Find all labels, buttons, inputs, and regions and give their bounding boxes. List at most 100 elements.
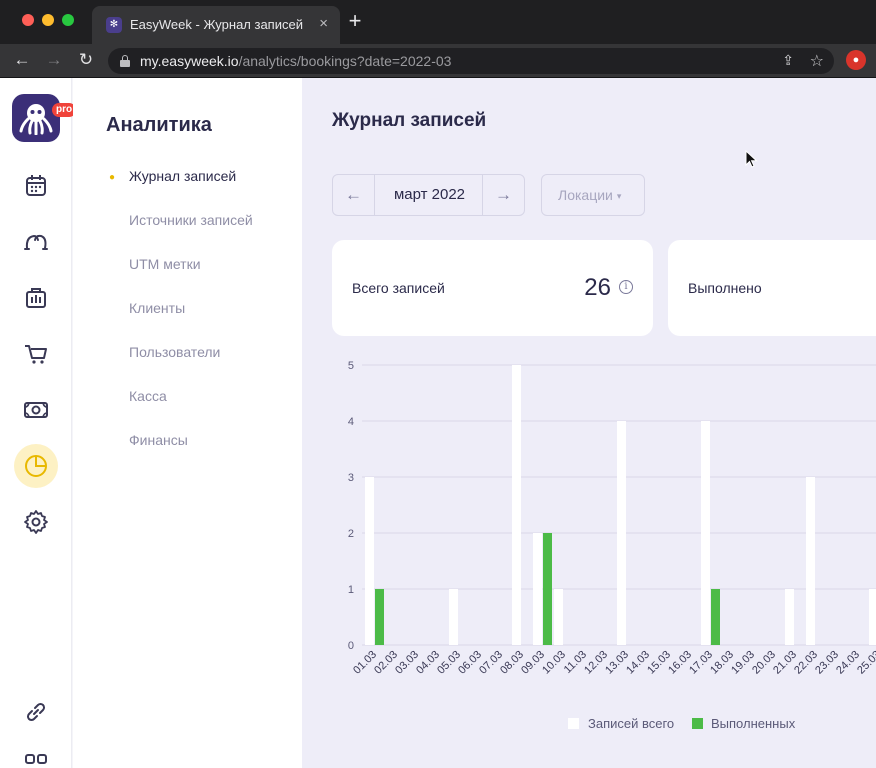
x-tick-label: 04.03 — [414, 649, 442, 677]
x-tick-label: 07.03 — [477, 649, 505, 677]
legend-swatch-completed — [692, 718, 703, 729]
bookings-bar-chart: 0 1 2 3 4 5 01.0302.0303.0304.0305.0306.0307.0… — [348, 360, 876, 677]
extension-icon[interactable]: ● — [846, 50, 866, 70]
app: pro Аналитика ● — [0, 78, 876, 768]
caret-down-icon: ▾ — [616, 191, 622, 201]
money-icon[interactable] — [22, 396, 50, 424]
bar-total — [533, 533, 542, 645]
close-window-button[interactable] — [22, 14, 34, 26]
x-tick-label: 19.03 — [729, 649, 757, 677]
stat-card-value: 26 — [584, 274, 611, 301]
stat-card-label: Выполнено — [688, 280, 762, 296]
calendar-icon[interactable] — [22, 172, 50, 200]
bar-total — [785, 589, 794, 645]
easyweek-favicon-icon: ✻ — [106, 17, 122, 33]
x-tick-label: 16.03 — [666, 649, 694, 677]
stat-card-label: Всего записей — [352, 280, 445, 296]
bar-total — [365, 477, 374, 645]
x-tick-label: 08.03 — [498, 649, 526, 677]
x-tick-label: 25.03 — [855, 649, 876, 677]
cart-icon[interactable] — [22, 340, 50, 368]
y-tick-label: 1 — [348, 584, 354, 596]
url-host: my.easyweek.io — [140, 53, 239, 69]
y-tick-label: 0 — [348, 640, 354, 652]
month-picker: ← март 2022 → — [332, 174, 525, 216]
menu-item-users[interactable]: Пользователи — [129, 344, 221, 360]
settings-gear-icon[interactable] — [22, 508, 50, 536]
y-tick-label: 3 — [348, 472, 354, 484]
y-tick-label: 5 — [348, 360, 354, 372]
x-tick-label: 18.03 — [708, 649, 736, 677]
new-tab-button[interactable]: + — [348, 8, 362, 33]
services-icon[interactable] — [22, 284, 50, 312]
reload-button[interactable]: ↻ — [78, 50, 94, 69]
menu-item-clients[interactable]: Клиенты — [129, 300, 186, 316]
x-tick-label: 13.03 — [603, 649, 631, 677]
bar-total — [869, 589, 876, 645]
submenu-title: Аналитика — [106, 114, 212, 136]
bar-completed — [375, 589, 384, 645]
easyweek-logo[interactable]: pro — [12, 94, 77, 142]
tab-title: EasyWeek - Журнал записей — [130, 17, 303, 32]
pro-badge: pro — [52, 103, 77, 117]
y-tick-label: 4 — [348, 416, 354, 428]
x-tick-label: 17.03 — [687, 649, 715, 677]
x-tick-label: 12.03 — [582, 649, 610, 677]
menu-item-utm-tags[interactable]: UTM метки — [129, 256, 201, 272]
url-path: /analytics/bookings?date=2022-03 — [238, 53, 452, 69]
bookmark-star-icon[interactable]: ☆ — [809, 53, 824, 70]
main-content: Журнал записей ← март 2022 → Локации ▾ Вс… — [302, 78, 876, 768]
bar-total — [554, 589, 563, 645]
x-tick-label: 01.03 — [351, 649, 379, 677]
x-tick-label: 03.03 — [393, 649, 421, 677]
x-tick-label: 06.03 — [456, 649, 484, 677]
locations-dropdown[interactable]: Локации ▾ — [541, 174, 645, 216]
apps-grid-icon[interactable] — [22, 748, 50, 768]
minimize-window-button[interactable] — [42, 14, 54, 26]
menu-item-booking-sources[interactable]: Источники записей — [129, 212, 253, 228]
browser-titlebar: ✻ EasyWeek - Журнал записей × + — [0, 0, 876, 44]
legend-label-total[interactable]: Записей всего — [588, 716, 675, 731]
analytics-pie-icon[interactable] — [22, 452, 50, 480]
forward-button[interactable]: → — [45, 50, 63, 69]
x-tick-label: 23.03 — [813, 649, 841, 677]
link-icon[interactable] — [22, 698, 50, 726]
locations-label: Локации — [558, 187, 613, 203]
x-tick-label: 20.03 — [750, 649, 778, 677]
menu-item-cashbox[interactable]: Касса — [129, 388, 167, 404]
x-tick-label: 09.03 — [519, 649, 547, 677]
browser-tab[interactable]: ✻ EasyWeek - Журнал записей × — [92, 6, 340, 44]
menu-item-bookings-log[interactable]: Журнал записей — [129, 168, 237, 184]
tab-close-icon[interactable]: × — [319, 15, 328, 32]
bar-total — [701, 421, 710, 645]
x-tick-label: 15.03 — [645, 649, 673, 677]
octopus-logo-icon — [19, 104, 53, 135]
maximize-window-button[interactable] — [62, 14, 74, 26]
x-tick-label: 05.03 — [435, 649, 463, 677]
browser-toolbar: ← → ↻ my.easyweek.io/analytics/bookings?… — [0, 44, 876, 78]
stat-card-completed: Выполнено — [668, 240, 876, 336]
x-tick-label: 10.03 — [540, 649, 568, 677]
x-tick-label: 22.03 — [792, 649, 820, 677]
staff-icon[interactable] — [22, 228, 50, 256]
y-tick-label: 2 — [348, 528, 354, 540]
address-bar[interactable]: my.easyweek.io/analytics/bookings?date=2… — [108, 48, 834, 74]
lock-icon — [120, 55, 130, 67]
bar-completed — [543, 533, 552, 645]
menu-item-finance[interactable]: Финансы — [129, 432, 188, 448]
current-month-label[interactable]: март 2022 — [393, 186, 466, 203]
x-tick-label: 21.03 — [771, 649, 799, 677]
back-button[interactable]: ← — [13, 50, 31, 69]
active-item-marker-icon: ● — [109, 172, 116, 183]
info-icon[interactable]: i — [619, 280, 633, 294]
x-tick-label: 14.03 — [624, 649, 652, 677]
share-icon[interactable]: ⇪ — [782, 52, 794, 68]
bar-completed — [711, 589, 720, 645]
analytics-submenu: Аналитика ● Журнал записей Источники зап… — [73, 78, 302, 768]
next-month-button[interactable]: → — [482, 175, 524, 215]
bar-total — [512, 365, 521, 645]
bar-total — [617, 421, 626, 645]
prev-month-button[interactable]: ← — [333, 175, 375, 215]
legend-label-completed[interactable]: Выполненных — [711, 716, 796, 731]
stat-card-total-bookings: Всего записей 26 i — [332, 240, 653, 336]
